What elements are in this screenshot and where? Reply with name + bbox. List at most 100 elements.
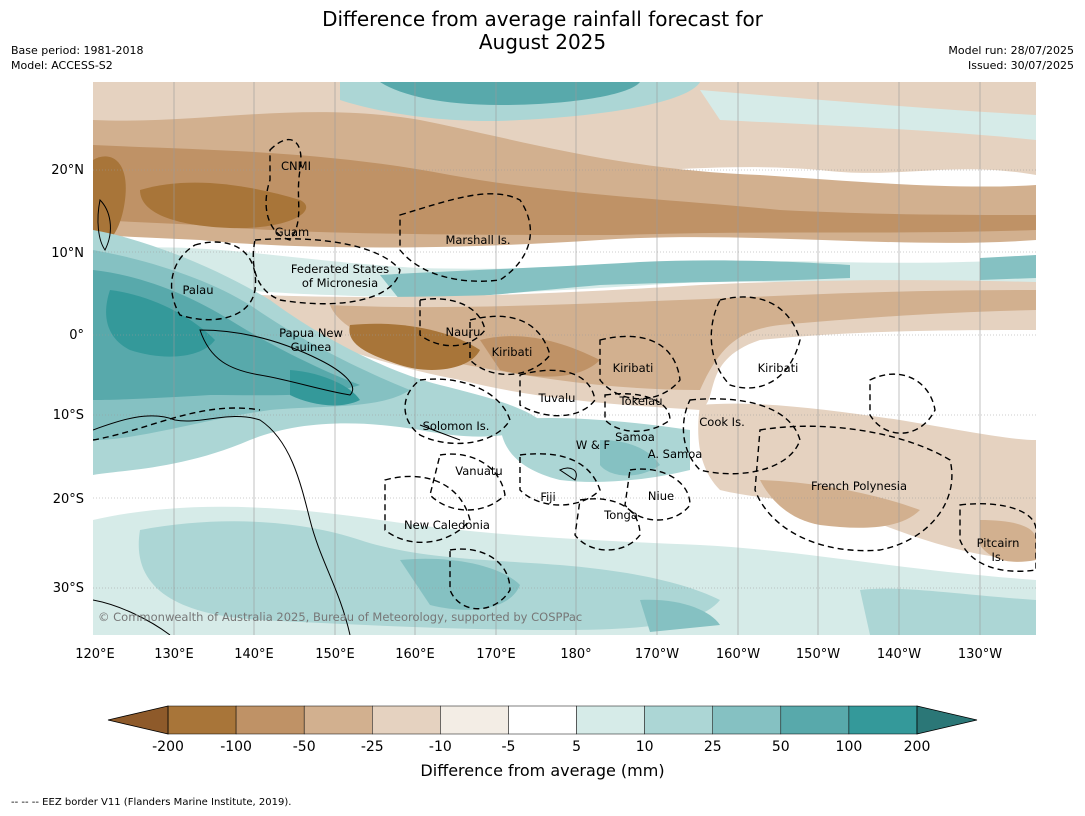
eez-tonga: [574, 498, 641, 551]
place-labels: CNMI Guam Marshall Is. Federated States …: [183, 159, 1020, 564]
eez-palau: [170, 241, 257, 321]
colorbar-swatch: [576, 705, 645, 735]
eez-vanuatu: [429, 453, 506, 511]
label-american-samoa: A. Samoa: [648, 447, 703, 461]
colorbar-swatch: [167, 705, 237, 735]
label-nauru: Nauru: [446, 325, 481, 339]
model-run: Model run: 28/07/2025: [948, 44, 1074, 57]
colorbar-swatch: [508, 705, 577, 735]
lat-label-0: 20°N: [51, 163, 84, 178]
eez-solomon: [404, 378, 511, 445]
label-kiribati-east: Kiribati: [758, 361, 799, 375]
lat-label-1: 10°N: [51, 246, 84, 261]
colorbar-high-extend: [916, 705, 978, 735]
label-solomon: Solomon Is.: [423, 419, 490, 433]
philippines-coast: [97, 198, 111, 251]
colorbar-swatch: [780, 705, 850, 735]
label-png-1: Papua New: [279, 326, 343, 340]
label-samoa: Samoa: [615, 430, 655, 444]
label-kiribati-central: Kiribati: [613, 361, 654, 375]
colorbar-tick-label: -25: [361, 739, 384, 755]
eez-legend: -- -- -- EEZ border V11 (Flanders Marine…: [11, 797, 292, 808]
colorbar-tick-label: -10: [429, 739, 452, 755]
label-wallis-futuna: W & F: [576, 438, 610, 452]
lon-label-9: 150°W: [796, 647, 840, 662]
colorbar-swatch: [303, 705, 373, 735]
model-name: Model: ACCESS-S2: [11, 59, 113, 72]
label-fsm-2: of Micronesia: [302, 276, 378, 290]
eez-kiribati-central: [599, 335, 681, 400]
lat-label-3: 10°S: [53, 408, 84, 423]
lat-label-2: 0°: [69, 328, 84, 343]
copyright-notice: © Commonwealth of Australia 2025, Bureau…: [98, 610, 582, 624]
lon-label-11: 130°W: [958, 647, 1002, 662]
lon-label-4: 160°E: [395, 647, 435, 662]
eez-marshall: [399, 193, 532, 282]
eez-cook-north: [682, 398, 801, 475]
label-pitcairn-2: Is.: [991, 550, 1004, 564]
colorbar-tick-label: -100: [220, 739, 252, 755]
label-png-2: Guinea: [291, 340, 332, 354]
colorbar-swatches: [167, 705, 918, 735]
label-pitcairn-1: Pitcairn: [977, 536, 1020, 550]
colorbar-ticks: -200 -100 -50 -25 -10 -5 5 10 25 50 100 200: [152, 739, 930, 755]
lon-label-6: 180°: [560, 647, 591, 662]
label-palau: Palau: [183, 283, 214, 297]
lon-label-10: 140°W: [877, 647, 921, 662]
label-guam: Guam: [275, 225, 309, 239]
new-guinea-coast: [199, 329, 353, 396]
colorbar-swatch: [235, 705, 305, 735]
eez-norfolk: [449, 548, 511, 610]
label-tuvalu: Tuvalu: [538, 391, 576, 405]
lon-label-5: 170°E: [476, 647, 516, 662]
label-fsm-1: Federated States: [291, 262, 389, 276]
colorbar-tick-label: 50: [772, 739, 790, 755]
colorbar-swatch: [848, 705, 918, 735]
rainfall-map: CNMI Guam Marshall Is. Federated States …: [51, 82, 1036, 662]
eez-australia: [93, 407, 261, 441]
label-french-polynesia: French Polynesia: [811, 479, 907, 493]
colorbar-tick-label: 5: [572, 739, 581, 755]
nz-coast: [93, 599, 171, 635]
colorbar-tick-label: 100: [836, 739, 863, 755]
meta-right: Model run: 28/07/2025 Issued: 30/07/2025: [948, 43, 1074, 73]
eez-borders: [93, 138, 1036, 610]
eez-tuvalu: [519, 369, 596, 417]
base-period: Base period: 1981-2018: [11, 44, 144, 57]
colorbar-tick-label: 10: [636, 739, 654, 755]
label-vanuatu: Vanuatu: [455, 464, 502, 478]
lat-label-5: 30°S: [53, 581, 84, 596]
meta-left: Base period: 1981-2018 Model: ACCESS-S2: [11, 43, 143, 73]
colorbar-swatch: [712, 705, 782, 735]
label-marshall: Marshall Is.: [445, 233, 510, 247]
coastlines: [93, 198, 577, 635]
title-line-1: Difference from average rainfall forecas…: [322, 7, 763, 31]
colorbar-swatch: [440, 705, 509, 735]
latitude-labels: 20°N 10°N 0° 10°S 20°S 30°S: [51, 163, 84, 596]
solomon-coast: [419, 424, 461, 441]
label-kiribati-west: Kiribati: [492, 345, 533, 359]
eez-fiji: [519, 453, 601, 506]
eez-new-caledonia: [384, 475, 471, 543]
title-line-2: August 2025: [478, 30, 607, 54]
issued-date: Issued: 30/07/2025: [967, 59, 1074, 72]
colorbar-swatch: [372, 705, 441, 735]
eez-nauru: [419, 298, 486, 347]
label-fiji: Fiji: [540, 490, 555, 504]
label-tokelau: Tokelau: [619, 394, 663, 408]
colorbar-tick-label: -5: [501, 739, 515, 755]
colorbar-swatch: [644, 705, 713, 735]
lon-label-3: 150°E: [315, 647, 355, 662]
colorbar-tick-label: 25: [704, 739, 722, 755]
lon-label-0: 120°E: [75, 647, 115, 662]
label-tonga: Tonga: [603, 508, 638, 522]
graticule: [93, 82, 1036, 635]
label-new-caledonia: New Caledonia: [404, 518, 490, 532]
longitude-labels: 120°E 130°E 140°E 150°E 160°E 170°E 180°…: [75, 647, 1002, 662]
eez-french-polynesia: [754, 425, 953, 552]
rainfall-anomaly-fields: [93, 82, 1036, 635]
australia-coast: [93, 415, 351, 635]
label-cnmi: CNMI: [281, 159, 311, 173]
lon-label-8: 160°W: [716, 647, 760, 662]
eez-tokelau: [604, 393, 671, 432]
